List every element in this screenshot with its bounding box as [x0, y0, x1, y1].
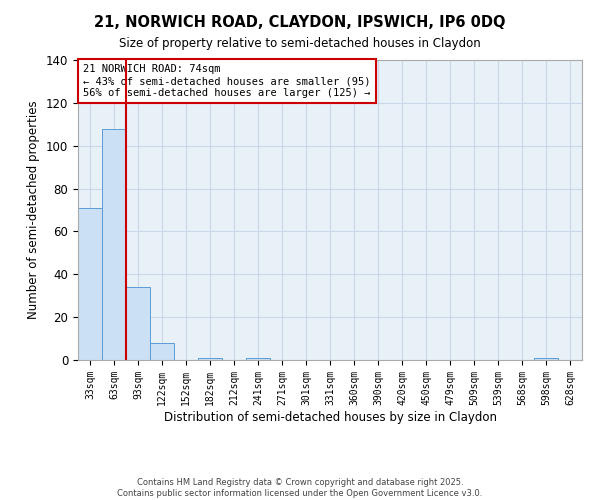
- Bar: [246, 358, 270, 360]
- Text: 21, NORWICH ROAD, CLAYDON, IPSWICH, IP6 0DQ: 21, NORWICH ROAD, CLAYDON, IPSWICH, IP6 …: [94, 15, 506, 30]
- Text: 21 NORWICH ROAD: 74sqm
← 43% of semi-detached houses are smaller (95)
56% of sem: 21 NORWICH ROAD: 74sqm ← 43% of semi-det…: [83, 64, 371, 98]
- Bar: [150, 343, 174, 360]
- Bar: [78, 208, 102, 360]
- Bar: [534, 358, 558, 360]
- Bar: [198, 358, 222, 360]
- Bar: [102, 128, 126, 360]
- Text: Size of property relative to semi-detached houses in Claydon: Size of property relative to semi-detach…: [119, 38, 481, 51]
- X-axis label: Distribution of semi-detached houses by size in Claydon: Distribution of semi-detached houses by …: [163, 410, 497, 424]
- Bar: [126, 287, 150, 360]
- Y-axis label: Number of semi-detached properties: Number of semi-detached properties: [28, 100, 40, 320]
- Text: Contains HM Land Registry data © Crown copyright and database right 2025.
Contai: Contains HM Land Registry data © Crown c…: [118, 478, 482, 498]
